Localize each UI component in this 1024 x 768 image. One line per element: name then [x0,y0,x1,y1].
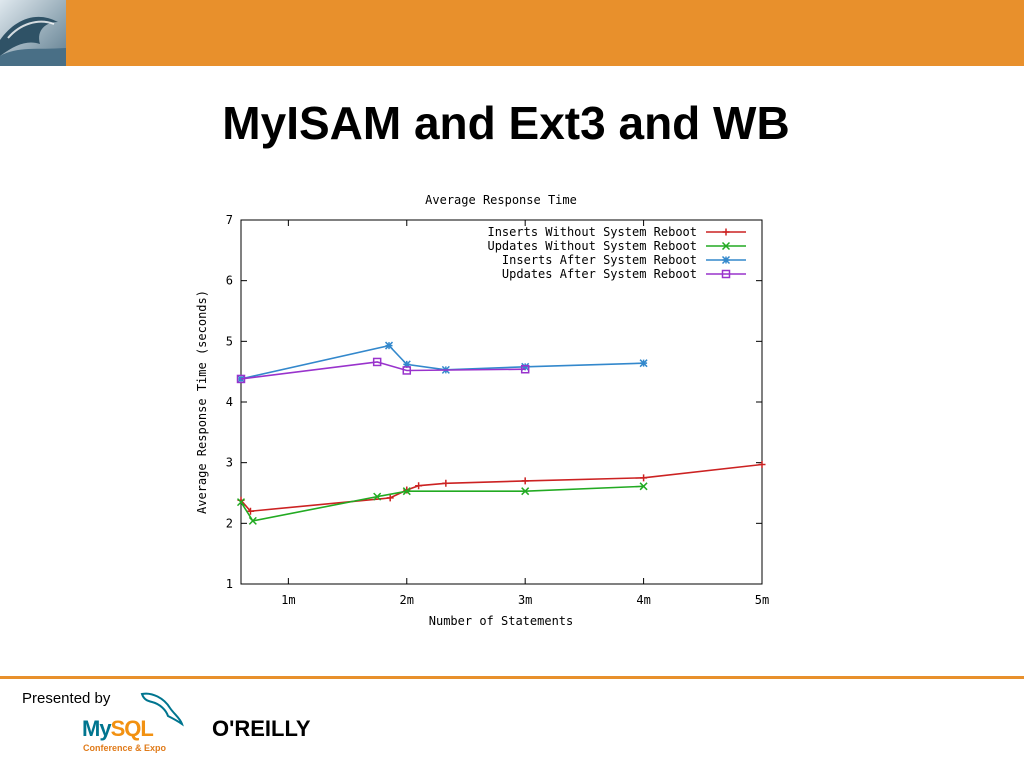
series-2 [236,482,648,525]
x-tick-label: 2m [400,593,414,607]
data-point [248,516,257,525]
chart-title: Average Response Time [425,193,577,207]
y-tick-label: 1 [226,577,233,591]
data-point [415,482,423,490]
data-point [520,364,530,374]
data-point [442,479,450,487]
y-tick-label: 2 [226,516,233,530]
data-point [384,341,394,350]
data-point [402,487,411,496]
series-line [240,463,763,513]
data-point [721,269,731,279]
data-point [640,474,648,482]
data-point [521,477,529,485]
legend-label: Updates Without System Reboot [487,239,697,253]
data-point [373,492,382,501]
mysql-wordmark: MySQL [82,716,154,741]
x-axis-label: Number of Statements [429,614,574,628]
presented-by-label: Presented by [22,690,111,707]
data-point [402,360,411,369]
data-point [639,482,648,491]
series-3 [236,341,648,383]
wave-logo-icon [0,0,66,66]
data-point [236,498,246,507]
data-point [721,241,731,251]
data-point [372,357,382,367]
mysql-logo [80,690,190,756]
data-point [236,374,246,384]
legend-label: Updates After System Reboot [502,267,697,281]
data-point [403,486,411,494]
data-point [639,359,648,368]
slide-title: MyISAM and Ext3 and WB [222,97,790,149]
line-chart: 1 2 3 4 5 6 7 1m 2m 3m 4m 5m Inserts Without System… [195,193,769,628]
y-tick-label: 6 [226,274,233,288]
x-tick-label: 3m [518,593,532,607]
header-bar [0,0,1024,66]
data-point [386,494,394,502]
data-point [236,374,246,383]
data-point [402,366,412,375]
footer-divider [0,676,1024,679]
series-1 [237,460,766,515]
data-point [721,255,731,265]
y-tick-label: 5 [226,334,233,348]
series-4 [236,357,530,384]
y-tick-label: 3 [226,456,233,470]
legend-label: Inserts Without System Reboot [487,225,697,239]
oreilly-logo: O'REILLY [212,716,311,741]
data-point [722,228,730,236]
y-tick-label: 7 [226,213,233,227]
x-tick-label: 1m [281,593,295,607]
x-tick-label: 5m [755,593,769,607]
y-axis-label: Average Response Time (seconds) [195,290,209,514]
y-tick-label: 4 [226,395,233,409]
data-point [246,507,254,515]
mysql-conference-subtitle: Conference & Expo [83,743,167,753]
x-tick-label: 4m [636,593,650,607]
data-point [521,362,530,371]
dolphin-icon [140,692,184,727]
data-point [758,460,766,468]
series-line [240,485,644,522]
legend-label: Inserts After System Reboot [502,253,697,267]
series-line [240,344,644,380]
series-line [240,361,526,380]
data-point [521,487,530,496]
